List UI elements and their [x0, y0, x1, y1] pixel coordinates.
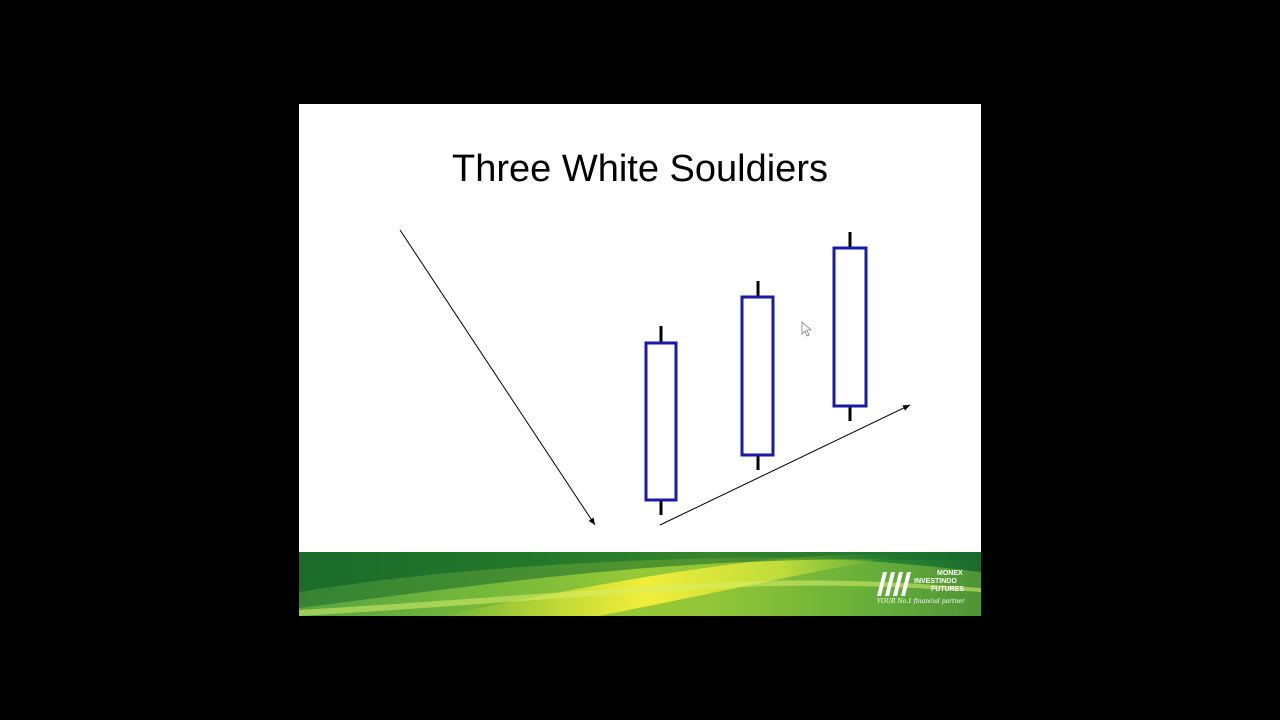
- presentation-slide: Three White Souldiers: [299, 104, 981, 616]
- candlestick-diagram: [399, 229, 911, 526]
- monex-stripes-icon: [877, 572, 911, 596]
- band-swoosh-yellow: [439, 555, 899, 616]
- mouse-pointer-icon: [801, 321, 813, 337]
- slide-title: Three White Souldiers: [452, 148, 828, 190]
- logo-tagline: YOUR No.1 financial partner: [877, 598, 965, 605]
- candle-3-body: [832, 246, 868, 408]
- footer-band: [299, 552, 981, 616]
- logo-text-futures: FUTURES: [931, 586, 965, 593]
- uptrend-arrow: [659, 404, 911, 526]
- candle-3: [832, 232, 868, 421]
- band-swoosh-dark: [299, 552, 981, 608]
- candle-2: [740, 281, 775, 470]
- logo-text-investindo: INVESTINDO: [914, 578, 957, 585]
- candle-1: [644, 326, 678, 515]
- band-swoosh-highlight: [299, 580, 981, 616]
- downtrend-arrow: [399, 229, 596, 526]
- candle-1-body: [644, 341, 678, 502]
- logo-text-monex: MONEX: [937, 570, 963, 577]
- candle-2-body: [740, 295, 775, 457]
- company-logo: MONEX INVESTINDO FUTURES YOUR No.1 finan…: [877, 570, 981, 612]
